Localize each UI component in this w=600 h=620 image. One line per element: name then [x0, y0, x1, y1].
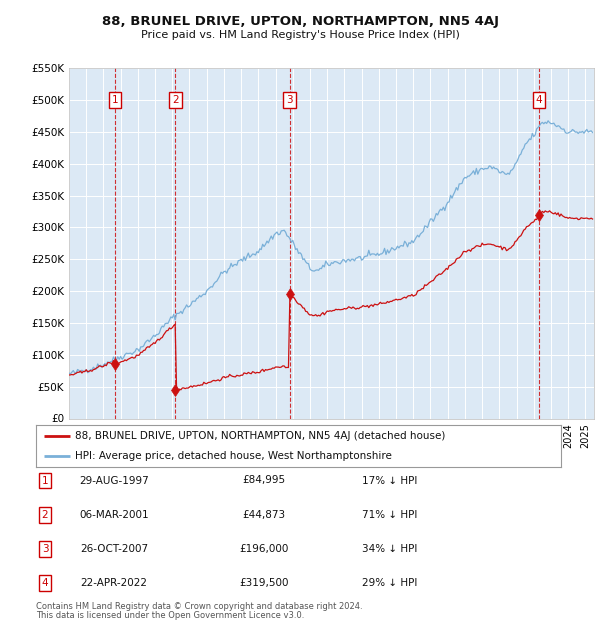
Text: 71% ↓ HPI: 71% ↓ HPI: [362, 510, 418, 520]
Text: 1: 1: [112, 95, 118, 105]
Text: 29-AUG-1997: 29-AUG-1997: [79, 476, 149, 485]
Text: 29% ↓ HPI: 29% ↓ HPI: [362, 578, 418, 588]
Text: 4: 4: [536, 95, 542, 105]
Text: 26-OCT-2007: 26-OCT-2007: [80, 544, 148, 554]
Text: 06-MAR-2001: 06-MAR-2001: [79, 510, 149, 520]
Text: 88, BRUNEL DRIVE, UPTON, NORTHAMPTON, NN5 4AJ (detached house): 88, BRUNEL DRIVE, UPTON, NORTHAMPTON, NN…: [76, 431, 446, 441]
Text: 2: 2: [172, 95, 179, 105]
Text: Contains HM Land Registry data © Crown copyright and database right 2024.: Contains HM Land Registry data © Crown c…: [36, 602, 362, 611]
Text: 34% ↓ HPI: 34% ↓ HPI: [362, 544, 418, 554]
Text: 88, BRUNEL DRIVE, UPTON, NORTHAMPTON, NN5 4AJ: 88, BRUNEL DRIVE, UPTON, NORTHAMPTON, NN…: [101, 16, 499, 29]
Text: 2: 2: [41, 510, 49, 520]
Text: HPI: Average price, detached house, West Northamptonshire: HPI: Average price, detached house, West…: [76, 451, 392, 461]
Text: £44,873: £44,873: [242, 510, 286, 520]
Text: £84,995: £84,995: [242, 476, 286, 485]
Text: £319,500: £319,500: [239, 578, 289, 588]
Text: 1: 1: [41, 476, 49, 485]
Text: £196,000: £196,000: [239, 544, 289, 554]
Text: 17% ↓ HPI: 17% ↓ HPI: [362, 476, 418, 485]
Text: 3: 3: [286, 95, 293, 105]
Text: Price paid vs. HM Land Registry's House Price Index (HPI): Price paid vs. HM Land Registry's House …: [140, 30, 460, 40]
Text: 3: 3: [41, 544, 49, 554]
Text: 4: 4: [41, 578, 49, 588]
Text: 22-APR-2022: 22-APR-2022: [80, 578, 148, 588]
Text: This data is licensed under the Open Government Licence v3.0.: This data is licensed under the Open Gov…: [36, 611, 304, 619]
